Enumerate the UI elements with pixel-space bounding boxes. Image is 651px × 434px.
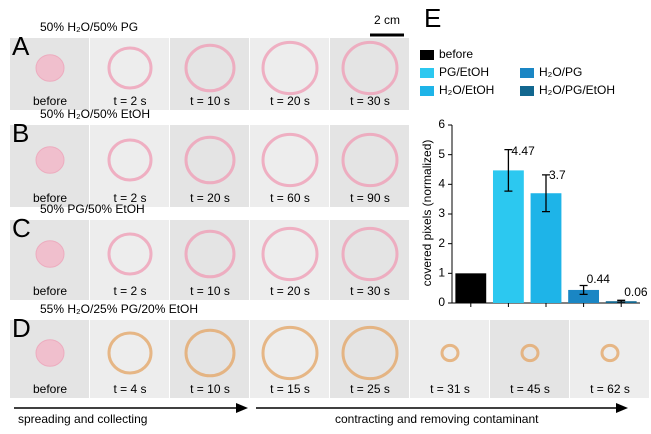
value-label: 0.06 (624, 285, 648, 299)
panel-letter: E (424, 3, 441, 33)
frame-label: t = 30 s (350, 94, 390, 108)
frame-label: t = 45 s (510, 382, 550, 396)
panel-title: 55% H₂O/25% PG/20% EtOH (40, 302, 198, 316)
frame-label: t = 20 s (190, 191, 230, 205)
frame-label: t = 62 s (590, 382, 630, 396)
frame-label: t = 10 s (190, 94, 230, 108)
bar (455, 273, 486, 303)
frame-label: before (33, 284, 67, 298)
figure: 2 cm spreading and collecting contractin… (0, 0, 651, 429)
value-label: 4.47 (511, 144, 535, 158)
frame-label: t = 30 s (350, 284, 390, 298)
frame-label: t = 2 s (113, 94, 146, 108)
y-tick-label: 6 (438, 117, 445, 131)
panel-title: 50% PG/50% EtOH (40, 202, 145, 216)
y-tick-label: 5 (438, 147, 445, 161)
legend-swatch (520, 68, 534, 78)
legend-swatch (520, 86, 534, 96)
droplet (36, 241, 64, 268)
panel-letter: A (12, 31, 30, 61)
value-label: 3.7 (549, 168, 566, 182)
legend-label: before (439, 47, 473, 61)
y-tick-label: 2 (438, 236, 445, 250)
frame-label: t = 60 s (270, 191, 310, 205)
frame-label: t = 2 s (113, 284, 146, 298)
panel-title: 50% H₂O/50% EtOH (40, 107, 150, 121)
droplet (36, 340, 64, 367)
droplet (36, 147, 64, 174)
frame-label: t = 4 s (113, 382, 146, 396)
error-bar (617, 300, 625, 302)
frame-label: t = 25 s (350, 382, 390, 396)
droplet (36, 55, 64, 82)
arrowhead (616, 403, 628, 413)
frame-label: before (33, 382, 67, 396)
y-tick-label: 0 (438, 295, 445, 309)
frame-label: before (33, 94, 67, 108)
y-tick-label: 4 (438, 177, 445, 191)
arrow-label: contracting and removing contaminant (335, 412, 539, 426)
panel-letter: C (12, 213, 31, 243)
legend-swatch (420, 50, 434, 60)
frame-label: t = 20 s (270, 284, 310, 298)
panel-title: 50% H₂O/50% PG (40, 20, 138, 34)
frame-label: t = 10 s (190, 382, 230, 396)
frame-label: t = 20 s (270, 94, 310, 108)
y-tick-label: 3 (438, 206, 445, 220)
panel-letter: D (12, 313, 31, 343)
legend-label: H₂O/PG/EtOH (539, 83, 615, 97)
legend-swatch (420, 86, 434, 96)
arrowhead (236, 403, 248, 413)
y-tick-label: 1 (438, 266, 445, 280)
legend-label: H₂O/EtOH (439, 83, 494, 97)
y-axis-label: covered pixels (normalized) (420, 140, 434, 287)
legend-label: H₂O/PG (539, 65, 582, 79)
frame-label: t = 10 s (190, 284, 230, 298)
legend-swatch (420, 68, 434, 78)
legend-label: PG/EtOH (439, 65, 489, 79)
frame-label: t = 15 s (270, 382, 310, 396)
frame-label: t = 90 s (350, 191, 390, 205)
panel-letter: B (12, 118, 29, 148)
frame-label: t = 31 s (430, 382, 470, 396)
arrow-label: spreading and collecting (18, 412, 147, 426)
scale-label: 2 cm (374, 13, 400, 27)
value-label: 0.44 (587, 272, 611, 286)
